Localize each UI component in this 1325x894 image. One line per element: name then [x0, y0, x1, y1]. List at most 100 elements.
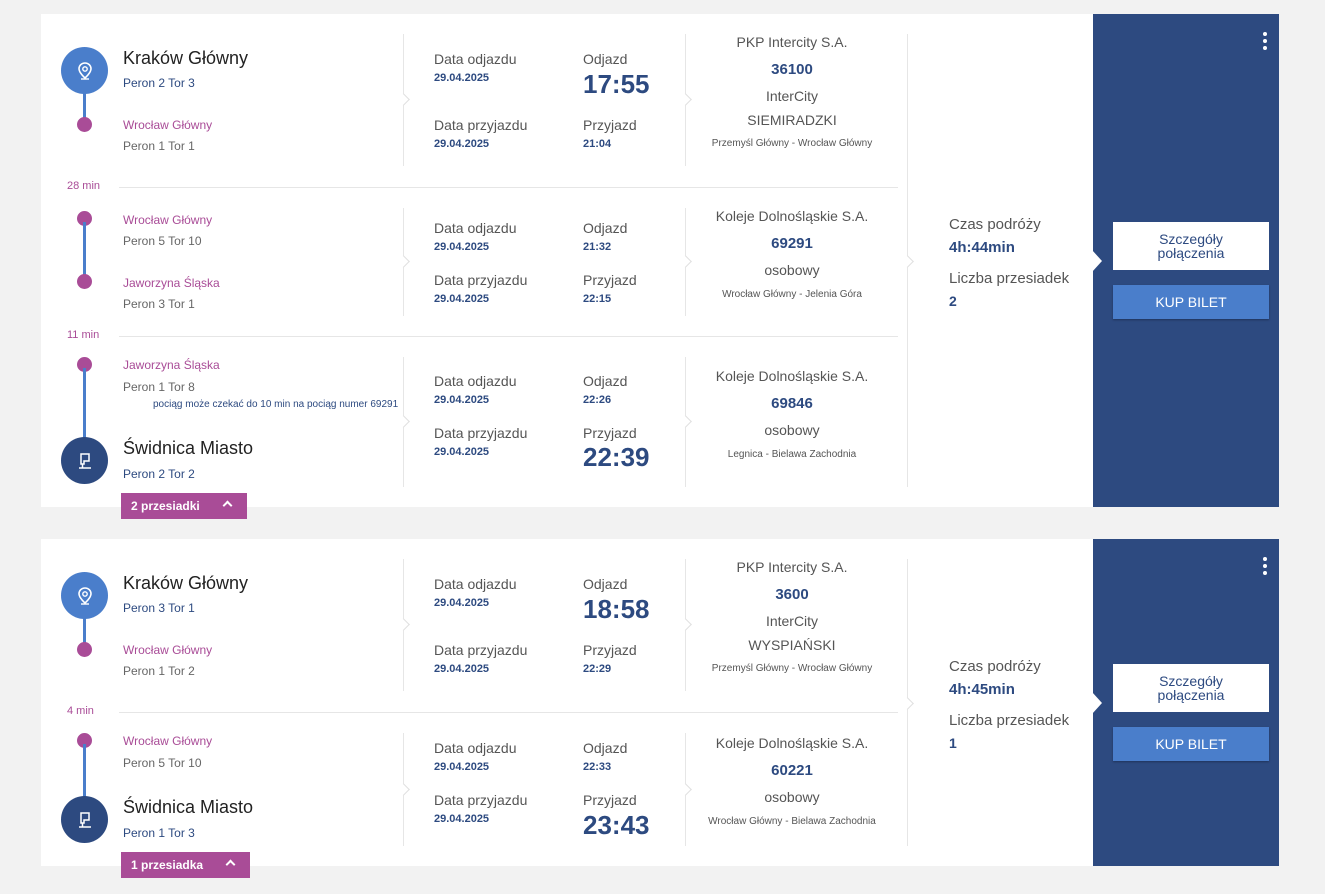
carrier-name: Koleje Dolnośląskie S.A.: [715, 208, 869, 224]
train-route: Wrocław Główny - Bielawa Zachodnia: [708, 816, 876, 827]
transfer-dot: [77, 642, 92, 657]
platform-info: Peron 5 Tor 10: [123, 756, 202, 770]
panel-pointer: [1092, 250, 1102, 272]
chevron-right-icon: [901, 697, 914, 710]
chevron-up-icon: [222, 500, 233, 511]
train-info: PKP Intercity S.A. 36100 InterCity SIEMI…: [686, 34, 898, 149]
station-name: Wrocław Główny: [123, 213, 213, 227]
arrival-date-label: Data przyjazdu: [434, 117, 528, 133]
departure-date: 29.04.2025: [434, 761, 490, 773]
train-info: Koleje Dolnośląskie S.A. 60221 osobowy W…: [686, 735, 898, 827]
platform-info: Peron 5 Tor 10: [123, 234, 202, 248]
travel-time-label: Czas podróży: [949, 216, 1041, 233]
departure-label: Odjazd: [583, 740, 628, 756]
departure-time: 22:33: [583, 761, 612, 773]
platform-info: Peron 2 Tor 2: [123, 467, 195, 481]
departure-time: 22:26: [583, 394, 612, 406]
chevron-right-icon: [901, 255, 914, 268]
timeline-line: [83, 222, 86, 280]
train-name: WYSPIAŃSKI: [748, 637, 836, 653]
buy-ticket-button[interactable]: KUP BILET: [1113, 727, 1269, 761]
connection-summary: Czas podróży 4h:45min Liczba przesiadek …: [949, 658, 1069, 751]
train-stop-icon: [78, 452, 91, 469]
connection-details-button[interactable]: Szczegóły połączenia: [1113, 222, 1269, 270]
arrival-label: Przyjazd: [583, 642, 637, 658]
arrival-time: 22:29: [583, 663, 612, 675]
transfers-count: 2: [949, 293, 957, 309]
action-panel: Szczegóły połączenia KUP BILET: [1092, 14, 1279, 507]
train-info: Koleje Dolnośląskie S.A. 69291 osobowy W…: [686, 208, 898, 300]
arrival-date-label: Data przyjazdu: [434, 425, 528, 441]
location-pin-icon: [77, 61, 92, 80]
departure-date-label: Data odjazdu: [434, 373, 517, 389]
departure-date-label: Data odjazdu: [434, 740, 517, 756]
platform-info: Peron 3 Tor 1: [123, 297, 195, 311]
departure-date-label: Data odjazdu: [434, 51, 517, 67]
arrival-date: 29.04.2025: [434, 138, 490, 150]
train-route: Przemyśl Główny - Wrocław Główny: [711, 663, 873, 674]
departure-date: 29.04.2025: [434, 597, 490, 609]
start-station-marker: [61, 572, 108, 619]
departure-time: 18:58: [583, 594, 650, 624]
train-category: osobowy: [764, 422, 820, 438]
platform-info: Peron 3 Tor 1: [123, 601, 195, 615]
departure-date: 29.04.2025: [434, 241, 490, 253]
platform-info: Peron 1 Tor 3: [123, 826, 195, 840]
timeline-line: [83, 744, 86, 798]
departure-date: 29.04.2025: [434, 72, 490, 84]
carrier-name: Koleje Dolnośląskie S.A.: [715, 735, 869, 751]
arrival-time: 23:43: [583, 810, 650, 840]
platform-info: Peron 1 Tor 8: [123, 380, 195, 394]
location-pin-icon: [77, 586, 92, 605]
panel-pointer: [1092, 692, 1102, 714]
transfer-wait-time: 11 min: [67, 329, 100, 341]
transfers-count: 1: [949, 735, 957, 751]
train-category: osobowy: [764, 262, 820, 278]
arrival-date: 29.04.2025: [434, 663, 490, 675]
arrival-label: Przyjazd: [583, 425, 637, 441]
carrier-name: PKP Intercity S.A.: [736, 559, 848, 575]
transfers-label: Liczba przesiadek: [949, 270, 1070, 287]
station-name: Świdnica Miasto: [123, 438, 254, 458]
platform-info: Peron 1 Tor 1: [123, 139, 195, 153]
wait-note: pociąg może czekać do 10 min na pociąg n…: [153, 399, 399, 410]
departure-date: 29.04.2025: [434, 394, 490, 406]
buy-ticket-button[interactable]: KUP BILET: [1113, 285, 1269, 319]
station-name: Wrocław Główny: [123, 734, 213, 748]
transfers-toggle[interactable]: 2 przesiadki: [121, 493, 247, 519]
timeline-line: [83, 70, 86, 126]
arrival-time: 22:39: [583, 442, 650, 472]
train-info: PKP Intercity S.A. 3600 InterCity WYSPIA…: [686, 559, 898, 674]
transfers-toggle-label: 2 przesiadki: [131, 499, 200, 513]
connection-legs: 4 min Kraków Główny Peron 3 Tor 1 Wrocła…: [41, 539, 1093, 878]
arrival-date-label: Data przyjazdu: [434, 792, 528, 808]
train-stop-icon: [78, 811, 91, 828]
more-options-icon[interactable]: [1261, 32, 1269, 50]
station-name: Kraków Główny: [123, 573, 249, 593]
arrival-date: 29.04.2025: [434, 293, 490, 305]
connection-details-button[interactable]: Szczegóły połączenia: [1113, 664, 1269, 712]
station-name: Świdnica Miasto: [123, 797, 254, 817]
wait-divider: [119, 187, 898, 188]
arrival-label: Przyjazd: [583, 117, 637, 133]
station-name: Jaworzyna Śląska: [123, 276, 220, 290]
travel-time: 4h:45min: [949, 681, 1015, 698]
transfer-wait-time: 28 min: [67, 180, 101, 192]
more-options-icon[interactable]: [1261, 557, 1269, 575]
travel-time-label: Czas podróży: [949, 658, 1041, 675]
arrival-time: 21:04: [583, 138, 612, 150]
train-number: 60221: [771, 762, 813, 779]
arrival-date-label: Data przyjazdu: [434, 642, 528, 658]
transfers-toggle[interactable]: 1 przesiadka: [121, 852, 250, 878]
chevron-right-icon: [397, 93, 410, 106]
station-name: Wrocław Główny: [123, 118, 213, 132]
platform-info: Peron 2 Tor 3: [123, 76, 195, 90]
transfer-wait-time: 4 min: [67, 705, 94, 717]
train-number: 69291: [771, 235, 813, 252]
station-name: Jaworzyna Śląska: [123, 358, 220, 372]
end-station-marker: [61, 796, 108, 843]
connection-legs: 28 min 11 min Kraków Główny Peron 2 Tor …: [41, 14, 1093, 519]
train-number: 36100: [771, 61, 813, 78]
departure-date-label: Data odjazdu: [434, 220, 517, 236]
departure-label: Odjazd: [583, 373, 628, 389]
